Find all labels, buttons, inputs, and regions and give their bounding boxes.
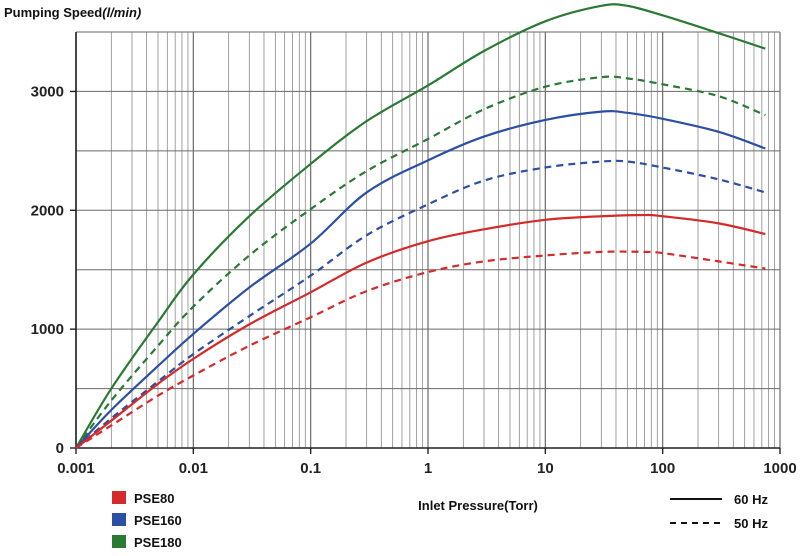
- series-lines: [75, 3, 766, 449]
- y-tick-label: 1000: [31, 321, 64, 338]
- y-tick-label: 0: [56, 440, 64, 457]
- series-line-pse160-50hz: [75, 159, 766, 449]
- series-line-pse80-60hz: [75, 213, 766, 449]
- axes: 0 1000 2000 3000 0.001 0.01 0.1 1 10 100 1000: [31, 32, 797, 477]
- x-tick-label: 0.01: [179, 460, 208, 477]
- legend-swatch-pse80: [112, 491, 126, 504]
- series-line-pse80-50hz: [75, 250, 766, 449]
- y-axis-title-main: Pumping Speed: [4, 5, 102, 20]
- series-line-pse160-60hz: [75, 110, 766, 449]
- x-tick-label: 0.001: [57, 460, 95, 477]
- x-tick-label: 0.1: [300, 460, 321, 477]
- y-tick-label: 2000: [31, 202, 64, 219]
- model-legend: PSE80 PSE160 PSE180: [112, 491, 182, 550]
- legend-swatch-pse180: [112, 535, 126, 548]
- legend-freq-label: 60 Hz: [734, 492, 768, 507]
- legend-freq-label: 50 Hz: [734, 516, 768, 531]
- legend-label-pse180: PSE180: [134, 535, 182, 550]
- grid: [75, 31, 781, 448]
- y-axis-title-unit: (l/min): [102, 5, 141, 20]
- y-axis-title: Pumping Speed(l/min): [4, 5, 141, 20]
- series-line-pse180-50hz: [75, 75, 766, 449]
- legend-swatch-pse160: [112, 513, 126, 526]
- x-tick-label: 100: [650, 460, 675, 477]
- x-tick-label: 10: [537, 460, 554, 477]
- x-tick-label: 1: [424, 460, 432, 477]
- y-tick-label: 3000: [31, 83, 64, 100]
- x-tick-label: 1000: [763, 460, 796, 477]
- x-axis-title: Inlet Pressure(Torr): [418, 498, 538, 513]
- series-line-pse180-60hz: [75, 3, 766, 449]
- frequency-legend: 60 Hz 50 Hz: [670, 492, 768, 531]
- legend-label-pse80: PSE80: [134, 491, 174, 506]
- legend-label-pse160: PSE160: [134, 513, 182, 528]
